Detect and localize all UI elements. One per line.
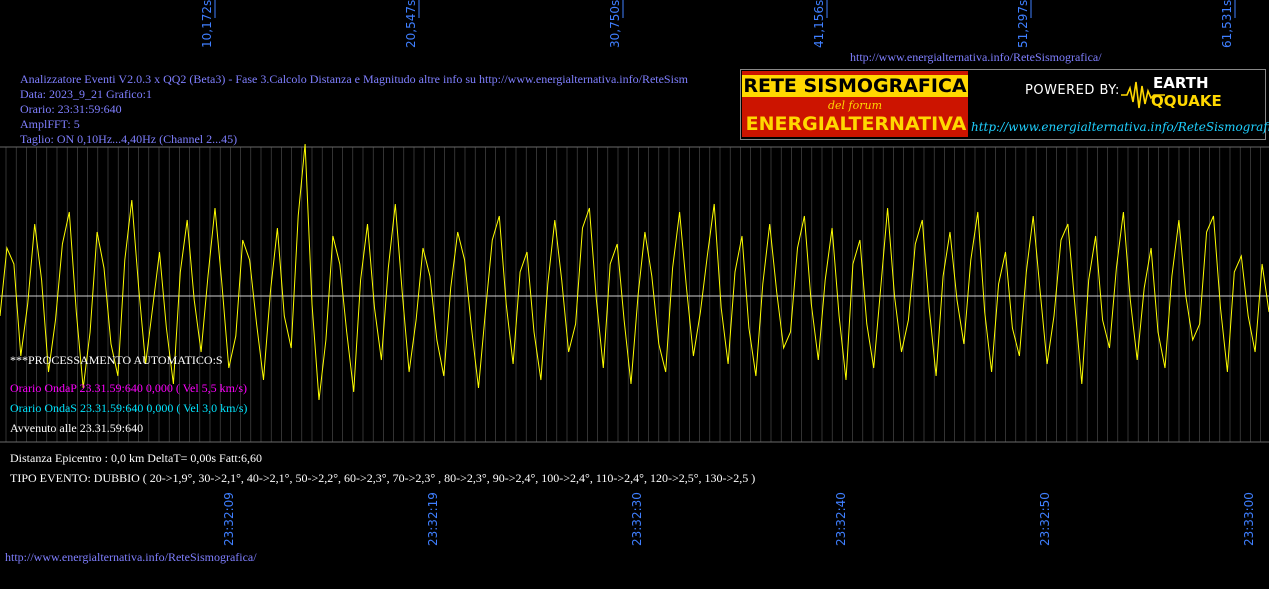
- event-time: Avvenuto alle 23.31.59:640: [10, 421, 144, 435]
- bottom-axis-tick-label: 23:32:40: [834, 492, 848, 546]
- rete-sismografica-logo[interactable]: RETE SISMOGRAFICA del forum ENERGIALTERN…: [740, 69, 1269, 140]
- onda-s-time: Orario OndaS 23.31.59:640 0,000 ( Vel 3,…: [10, 401, 248, 415]
- bottom-clock-axis: 23:32:09 23:32:19 23:32:30 23:32:40 23:32:50…: [222, 492, 1256, 546]
- onda-p-time: Orario OndaP 23.31.59:640 0,000 ( Vel 5,…: [10, 381, 247, 395]
- analyzer-title: Analizzatore Eventi V2.0.3 x QQ2 (Beta3)…: [20, 72, 688, 86]
- time-line: Orario: 23:31:59:640: [20, 102, 122, 116]
- logo-red-panel: RETE SISMOGRAFICA del forum ENERGIALTERN…: [742, 71, 968, 137]
- bottom-url-link[interactable]: http://www.energialternativa.info/ReteSi…: [5, 550, 257, 564]
- top-axis-tick-label: 30,750s: [608, 0, 622, 48]
- earth-brand-text: EARTH: [1153, 74, 1209, 92]
- filter-line: Taglio: ON 0,10Hz...4,40Hz (Channel 2...…: [20, 132, 238, 146]
- top-axis-tick-label: 41,156s: [812, 0, 826, 48]
- powered-by-label: POWERED BY:: [1025, 83, 1120, 98]
- logo-url-link[interactable]: http://www.energialternativa.info/ReteSi…: [971, 120, 1269, 134]
- epicenter-distance: Distanza Epicentro : 0,0 km DeltaT= 0,00…: [10, 451, 263, 465]
- logo-forum-name: ENERGIALTERNATIVA: [745, 113, 967, 135]
- bottom-axis-tick-label: 23:32:09: [222, 492, 236, 546]
- event-type: TIPO EVENTO: DUBBIO ( 20->1,9°, 30->2,1°…: [10, 471, 756, 485]
- top-url-link[interactable]: http://www.energialternativa.info/ReteSi…: [850, 50, 1102, 64]
- seismic-wave-icon: [1121, 81, 1165, 109]
- top-axis-tick-label: 61,531s: [1220, 0, 1234, 48]
- seismic-trace: [0, 143, 1269, 401]
- top-axis-tick-label: 20,547s: [404, 0, 418, 48]
- logo-subtitle: del forum: [827, 99, 883, 112]
- qquake-brand-text: QQUAKE: [1151, 92, 1222, 110]
- top-axis-tick-label: 51,297s: [1016, 0, 1030, 48]
- bottom-axis-tick-label: 23:32:30: [630, 492, 644, 546]
- amplfft-line: AmplFFT: 5: [20, 117, 80, 131]
- date-line: Data: 2023_9_21 Grafico:1: [20, 87, 152, 101]
- bottom-axis-tick-label: 23:32:19: [426, 492, 440, 546]
- top-axis-tick-label: 10,172s: [200, 0, 214, 48]
- top-time-axis: 10,172s 20,547s 30,750s 41,156s 51,297s 61,53…: [200, 0, 1236, 48]
- bottom-axis-tick-label: 23:33:00: [1242, 492, 1256, 546]
- logo-title: RETE SISMOGRAFICA: [742, 75, 968, 97]
- processing-title: ***PROCESSAMENTO AUTOMATICO:S: [10, 353, 223, 367]
- bottom-axis-tick-label: 23:32:50: [1038, 492, 1052, 546]
